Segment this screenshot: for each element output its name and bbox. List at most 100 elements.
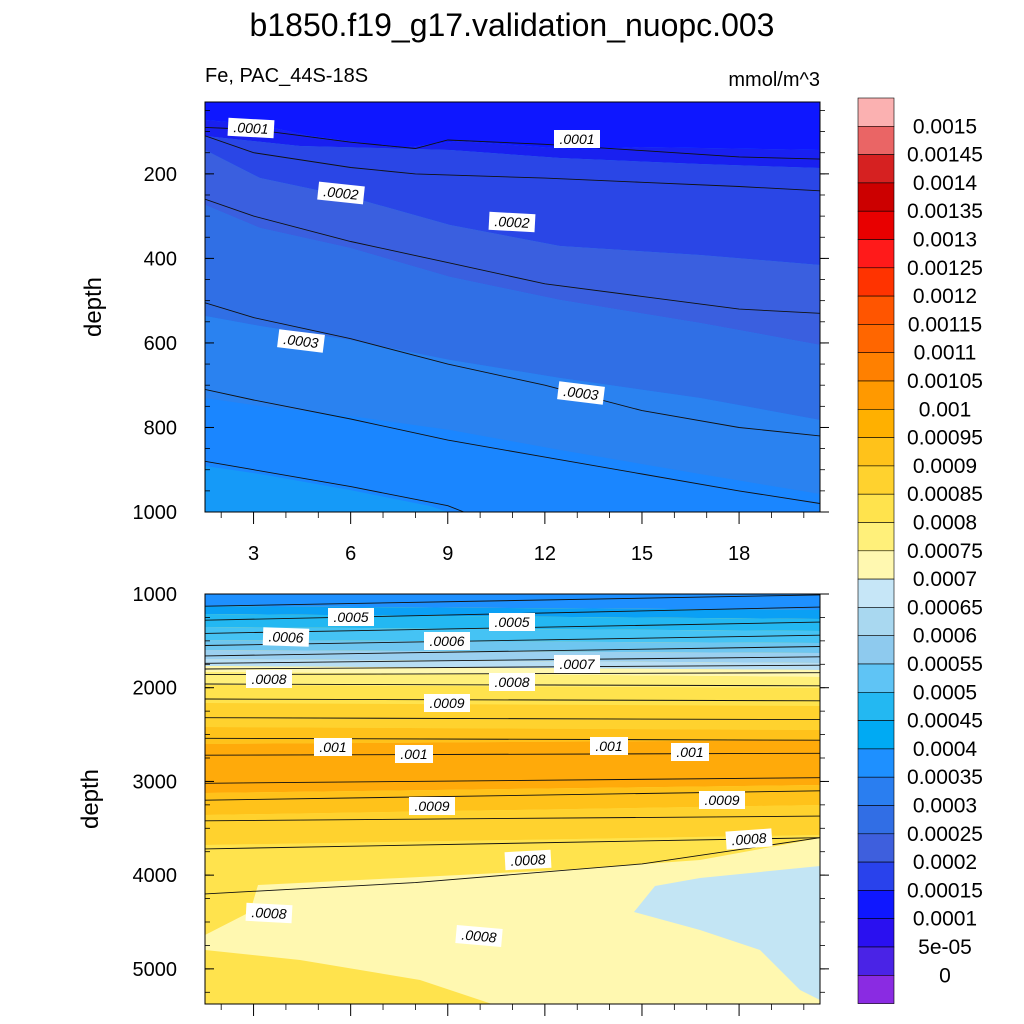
lower-fill-band <box>634 866 820 1000</box>
contour-label-text: .0008 <box>461 927 498 946</box>
contour-line <box>205 126 820 160</box>
colorbar: 0.0015 0.00145 0.0014 0.00135 0.0013 0.00125 0… <box>857 97 983 1004</box>
variable-label: Fe, PAC_44S-18S <box>205 65 368 87</box>
colorbar-swatch <box>857 239 895 269</box>
contour-label-text: .0001 <box>559 131 594 147</box>
contour-line <box>205 302 820 437</box>
upper-y-axis: 200 400 600 800 1000 <box>133 110 829 524</box>
contour-label: .0005 <box>489 613 535 631</box>
colorbar-label: 0.00115 <box>908 313 982 336</box>
colorbar-label: 0.00105 <box>907 370 983 393</box>
contour-label: .0008 <box>455 925 503 947</box>
contour-line <box>205 837 820 850</box>
colorbar-label: 0.00035 <box>907 766 983 789</box>
colorbar-label: 0.00025 <box>907 823 983 846</box>
colorbar-swatch <box>857 267 895 297</box>
contour-line <box>205 135 820 192</box>
contour-label: .0008 <box>504 849 552 871</box>
contour-label-text: .0006 <box>268 628 304 645</box>
contour-label-text: .0009 <box>414 798 449 814</box>
contour-line <box>205 664 820 670</box>
contour-line <box>205 752 820 756</box>
contour-line <box>205 646 820 657</box>
contour-label-text: .0009 <box>429 695 464 711</box>
contour-label-box <box>455 925 503 947</box>
contour-label-box <box>554 655 600 673</box>
contour-line <box>205 737 820 741</box>
colorbar-label: 0.00075 <box>907 540 983 563</box>
colorbar-label: 0.00135 <box>907 200 983 223</box>
contour-line <box>205 594 820 607</box>
y-tick-label: 5000 <box>133 959 178 981</box>
colorbar-swatch <box>857 97 895 127</box>
contour-label-text: .0008 <box>251 904 287 922</box>
colorbar-swatch <box>857 890 895 920</box>
colorbar-swatch <box>857 635 895 665</box>
colorbar-swatch <box>857 154 895 184</box>
colorbar-label: 0.00085 <box>907 483 983 506</box>
colorbar-label: 0.0009 <box>913 455 977 478</box>
y-tick-label: 400 <box>144 248 177 270</box>
contour-label-box <box>246 670 292 688</box>
contour-label: .0006 <box>262 627 310 647</box>
contour-label-box <box>504 849 552 871</box>
contour-label-box <box>554 130 600 148</box>
colorbar-swatch <box>857 720 895 750</box>
contour-label: .001 <box>314 738 352 756</box>
contour-label-text: .0005 <box>333 609 368 625</box>
contour-line <box>205 656 820 664</box>
contour-label-text: .001 <box>676 744 703 760</box>
contour-label-text: .0009 <box>704 792 739 808</box>
colorbar-swatch <box>857 946 895 976</box>
lower-fill-band <box>205 666 820 677</box>
colorbar-label: 0.00095 <box>907 427 983 450</box>
contour-label: .0001 <box>554 130 600 148</box>
colorbar-label: 0.0013 <box>913 229 977 252</box>
contour-label-text: .0008 <box>731 830 767 848</box>
colorbar-swatch <box>857 805 895 835</box>
contour-label-box <box>317 181 365 205</box>
contour-label: .0008 <box>246 670 292 688</box>
colorbar-swatch <box>857 352 895 382</box>
contour-label-text: .001 <box>595 738 622 754</box>
contour-line <box>205 717 820 721</box>
upper-fill-band <box>205 316 820 494</box>
contour-line <box>205 388 820 504</box>
contour-label: .0002 <box>317 181 365 205</box>
contour-label-text: .0008 <box>251 671 286 687</box>
colorbar-swatch <box>857 210 895 240</box>
colorbar-swatch <box>857 550 895 580</box>
colorbar-swatch <box>857 776 895 806</box>
x-tick-label: 12 <box>534 543 556 565</box>
x-tick-label: 18 <box>728 543 750 565</box>
colorbar-label: 0.0003 <box>913 795 977 818</box>
upper-fill-band <box>205 466 448 512</box>
contour-label: .0001 <box>227 117 275 139</box>
upper-fill-band <box>205 102 820 150</box>
contour-label-box <box>314 738 352 756</box>
y-tick-label: 200 <box>144 164 177 186</box>
upper-fill-band <box>205 120 820 168</box>
contour-label-text: .0006 <box>429 633 464 649</box>
contour-label-box <box>725 828 773 850</box>
colorbar-label: 0.00055 <box>907 653 983 676</box>
contour-label-text: .0005 <box>494 614 529 630</box>
upper-fill-band <box>205 205 820 420</box>
contour-label: .0009 <box>409 797 455 815</box>
contour-line <box>205 698 820 702</box>
colorbar-label: 0.0006 <box>913 625 977 648</box>
y-tick-label: 1000 <box>133 584 178 606</box>
colorbar-swatch <box>857 380 895 410</box>
colorbar-label: 0.00125 <box>907 257 983 280</box>
lower-fill-band <box>205 740 820 793</box>
colorbar-swatch <box>857 748 895 778</box>
lower-fill-band <box>205 703 820 730</box>
lower-fill-band <box>205 838 820 1004</box>
contour-label: .0002 <box>488 211 536 233</box>
colorbar-swatch <box>857 126 895 155</box>
contour-label-text: .0008 <box>510 851 546 869</box>
contour-label: .0009 <box>424 694 470 712</box>
y-tick-label: 2000 <box>133 678 178 700</box>
colorbar-swatch <box>857 182 895 212</box>
units-label: mmol/m^3 <box>728 69 820 91</box>
